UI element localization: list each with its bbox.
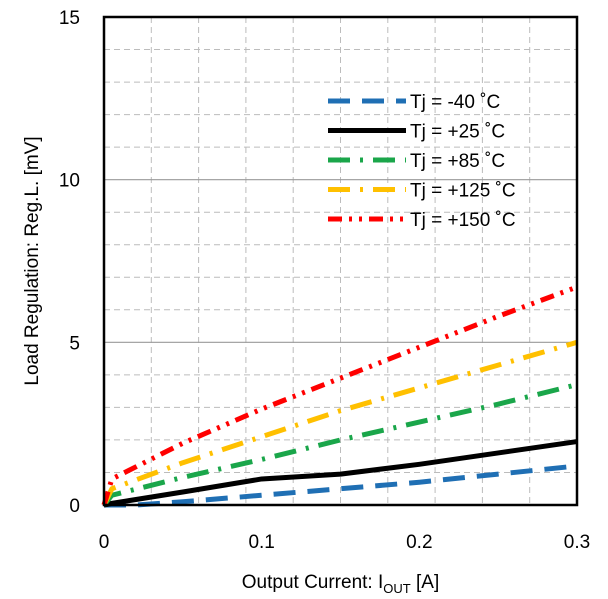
series-line-1: [103, 439, 578, 508]
legend-label-1: Tj = +25 ˚C: [410, 122, 505, 143]
grid-major: [104, 179, 577, 343]
y-tick-label: 5: [69, 333, 80, 354]
legend-label-0: Tj = -40 ˚C: [410, 92, 500, 113]
y-tick-label: 0: [69, 496, 80, 517]
y-tick-label: 10: [59, 171, 80, 192]
legend-label-2: Tj = +85 ˚C: [410, 151, 505, 172]
x-tick-label: 0.2: [406, 532, 432, 553]
x-axis-title-subscript: OUT: [383, 581, 411, 596]
y-tick-label: 15: [59, 8, 80, 29]
legend-label-3: Tj = +125 ˚C: [410, 181, 516, 202]
x-axis-title: Output Current: IOUT [A]: [242, 572, 439, 596]
x-axis-title-unit: [A]: [411, 572, 440, 593]
y-axis-title: Load Regulation: Reg.L. [mV]: [22, 136, 43, 385]
x-axis-title-main: Output Current: I: [242, 572, 384, 593]
grid-minor: [104, 17, 577, 505]
series-line-3: [101, 339, 578, 507]
x-tick-label: 0.1: [248, 532, 274, 553]
legend: Tj = -40 ˚C Tj = +25 ˚C Tj = +85 ˚C Tj = +1…: [328, 92, 516, 231]
series-line-4: [101, 284, 578, 506]
tick-labels: 0 0.1 0.2 0.3 0 5 10 15: [59, 8, 590, 553]
plot-frame: [102, 15, 579, 507]
x-tick-label: 0: [99, 532, 110, 553]
x-tick-label: 0.3: [564, 532, 590, 553]
legend-label-4: Tj = +150 ˚C: [410, 210, 516, 231]
